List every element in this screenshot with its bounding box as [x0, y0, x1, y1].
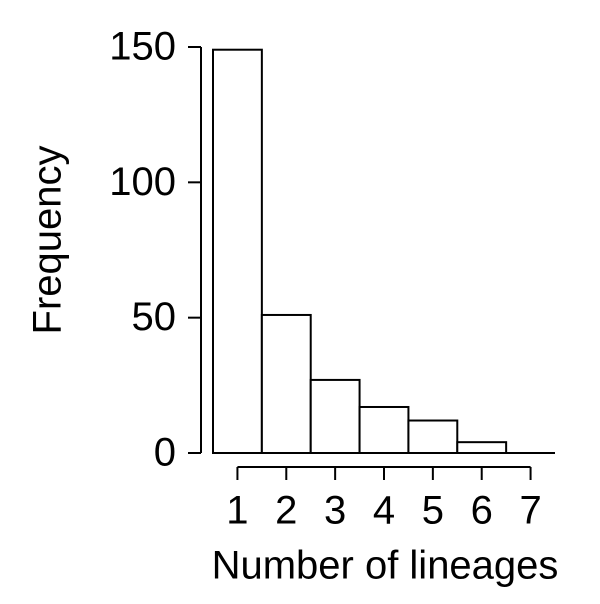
x-tick-label: 2 [275, 489, 297, 533]
bar [260, 313, 312, 454]
x-tick-label: 5 [422, 489, 444, 533]
y-tick-label: 50 [132, 295, 177, 339]
bar [212, 48, 263, 454]
x-tick-label: 7 [519, 489, 541, 533]
y-tick-label: 0 [154, 431, 176, 475]
y-tick-label: 100 [109, 160, 176, 204]
y-axis-label: Frequency [26, 146, 70, 335]
bar [309, 378, 361, 455]
x-tick-label: 4 [373, 489, 395, 533]
x-tick-label: 3 [324, 489, 346, 533]
x-tick-label: 6 [471, 489, 493, 533]
y-tick-label: 150 [109, 25, 176, 69]
bar [456, 441, 508, 455]
bar [358, 405, 410, 454]
x-tick-label: 1 [226, 489, 248, 533]
x-axis-label: Number of lineages [212, 544, 559, 588]
bar [407, 419, 459, 454]
